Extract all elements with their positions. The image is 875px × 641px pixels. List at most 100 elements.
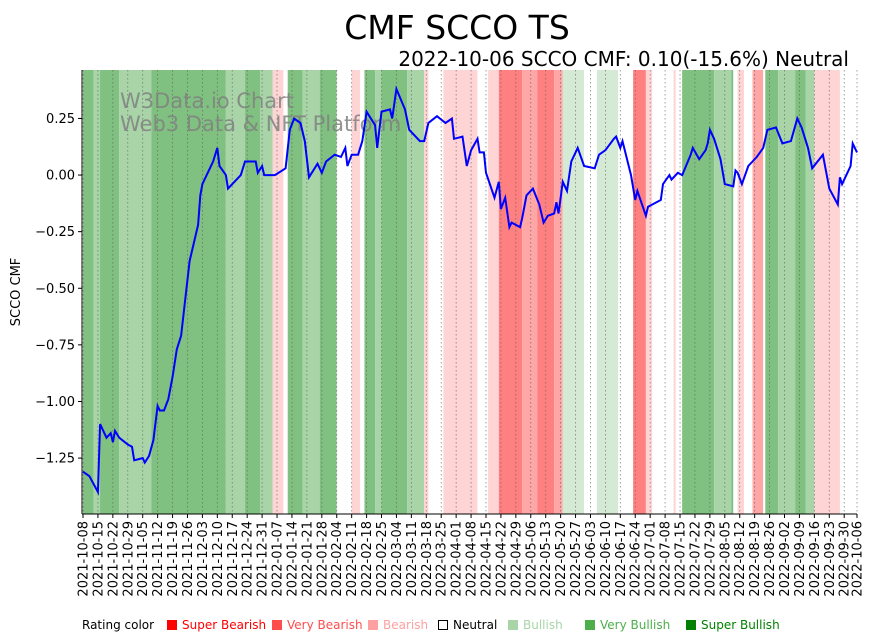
rating-band <box>443 70 478 514</box>
x-tick-label: 2022-05-06 <box>524 521 539 597</box>
legend-swatch <box>167 620 177 630</box>
rating-band <box>805 70 815 514</box>
x-tick-label: 2022-04-29 <box>509 521 524 597</box>
x-tick-label: 2022-07-01 <box>644 521 659 597</box>
rating-band <box>93 70 101 514</box>
x-tick-label: 2022-02-11 <box>345 521 360 597</box>
rating-band <box>336 70 352 514</box>
watermark-line-2: Web3 Data & NFT Platform <box>120 112 401 136</box>
legend-swatch <box>686 620 696 630</box>
cmf-series-line <box>82 85 858 496</box>
chart-subtitle: 2022-10-06 SCCO CMF: 0.10(-15.6%) Neutra… <box>398 47 849 71</box>
x-tick-label: 2022-07-15 <box>674 521 689 597</box>
x-tick-label: 2022-02-25 <box>375 521 390 597</box>
legend-swatch <box>368 620 378 630</box>
rating-band <box>596 70 619 514</box>
y-tick-label: −1.00 <box>35 395 75 410</box>
y-tick-label: −1.25 <box>35 452 75 467</box>
rating-band <box>488 70 499 514</box>
x-tick-label: 2022-07-08 <box>659 521 674 597</box>
x-tick-label: 2021-11-19 <box>166 521 181 597</box>
x-tick-label: 2021-12-17 <box>226 521 241 597</box>
legend-label: Very Bullish <box>600 618 670 632</box>
rating-band <box>633 70 646 514</box>
watermark: W3Data.io Chart Web3 Data & NFT Platform <box>120 89 401 136</box>
x-tick-label: 2022-08-19 <box>748 521 763 597</box>
x-tick-label: 2022-05-20 <box>554 521 569 597</box>
x-tick-label: 2022-07-22 <box>688 521 703 597</box>
legend: Rating color Super Bearish Very Bearish Bea… <box>82 618 780 632</box>
y-tick-label: −0.75 <box>35 338 75 353</box>
x-tick-label: 2021-11-26 <box>181 521 196 597</box>
legend-label: Bearish <box>383 618 428 632</box>
rating-band <box>743 70 753 514</box>
y-tick-label: −0.50 <box>35 282 75 297</box>
rating-band <box>562 70 585 514</box>
legend-swatch <box>272 620 282 630</box>
x-tick-label: 2022-03-11 <box>405 521 420 597</box>
rating-band <box>675 70 683 514</box>
x-tick-label: 2022-04-15 <box>479 521 494 597</box>
legend-title: Rating color <box>82 618 154 632</box>
rating-band <box>584 70 597 514</box>
x-tick-label: 2021-11-12 <box>151 521 166 597</box>
rating-band <box>119 70 152 514</box>
rating-band <box>731 70 734 514</box>
y-tick-label: 0.00 <box>46 169 75 184</box>
rating-band <box>424 70 429 514</box>
x-tick-label: 2021-10-08 <box>77 521 92 597</box>
x-tick-label: 2022-05-27 <box>569 521 584 597</box>
x-tick-label: 2022-04-08 <box>465 521 480 597</box>
rating-band <box>737 70 744 514</box>
rating-band <box>360 70 365 514</box>
x-tick-label: 2022-04-01 <box>450 521 465 597</box>
rating-band <box>763 70 766 514</box>
x-tick-label: 2022-10-06 <box>851 521 866 597</box>
legend-label: Very Bearish <box>287 618 363 632</box>
x-tick-label: 2022-09-02 <box>778 521 793 597</box>
legend-label: Bullish <box>523 618 563 632</box>
x-tick-label: 2022-07-29 <box>703 521 718 597</box>
rating-band <box>537 70 555 514</box>
x-tick-label: 2022-01-21 <box>300 521 315 597</box>
rating-band <box>375 70 382 514</box>
x-tick-label: 2022-04-22 <box>494 521 509 597</box>
rating-band <box>498 70 523 514</box>
legend-label: Super Bearish <box>182 618 266 632</box>
rating-band <box>673 70 676 514</box>
rating-band <box>302 70 320 514</box>
rating-band <box>522 70 538 514</box>
rating-band <box>652 70 674 514</box>
rating-band <box>100 70 120 514</box>
x-tick-label: 2022-01-28 <box>315 521 330 597</box>
rating-band <box>795 70 806 514</box>
x-tick-label: 2022-08-05 <box>718 521 733 597</box>
rating-band <box>319 70 337 514</box>
rating-band <box>554 70 563 514</box>
x-tick-label: 2022-03-25 <box>435 521 450 597</box>
legend-label: Neutral <box>453 618 497 632</box>
rating-band <box>83 70 94 514</box>
axes: 0.25 0.00 −0.25 −0.50 −0.75 −1.00 −1.25 2021-10… <box>35 70 866 597</box>
x-tick-label: 2022-06-10 <box>599 521 614 597</box>
rating-band <box>259 70 273 514</box>
x-tick-label: 2022-01-14 <box>285 521 300 597</box>
rating-band <box>733 70 738 514</box>
rating-band <box>381 70 408 514</box>
y-tick-label: 0.25 <box>46 112 75 127</box>
x-tick-label: 2022-06-17 <box>614 521 629 597</box>
x-tick-label: 2022-08-12 <box>733 521 748 597</box>
rating-band <box>682 70 715 514</box>
rating-band <box>287 70 303 514</box>
rating-band <box>351 70 361 514</box>
x-tick-label: 2022-09-09 <box>793 521 808 597</box>
rating-band <box>778 70 796 514</box>
rating-band <box>225 70 246 514</box>
x-tick-label: 2021-12-03 <box>196 521 211 597</box>
rating-band <box>618 70 634 514</box>
rating-band <box>245 70 260 514</box>
x-tick-label: 2021-10-22 <box>106 521 121 597</box>
rating-band <box>839 70 857 514</box>
y-axis-label: SCCO CMF <box>9 258 24 327</box>
